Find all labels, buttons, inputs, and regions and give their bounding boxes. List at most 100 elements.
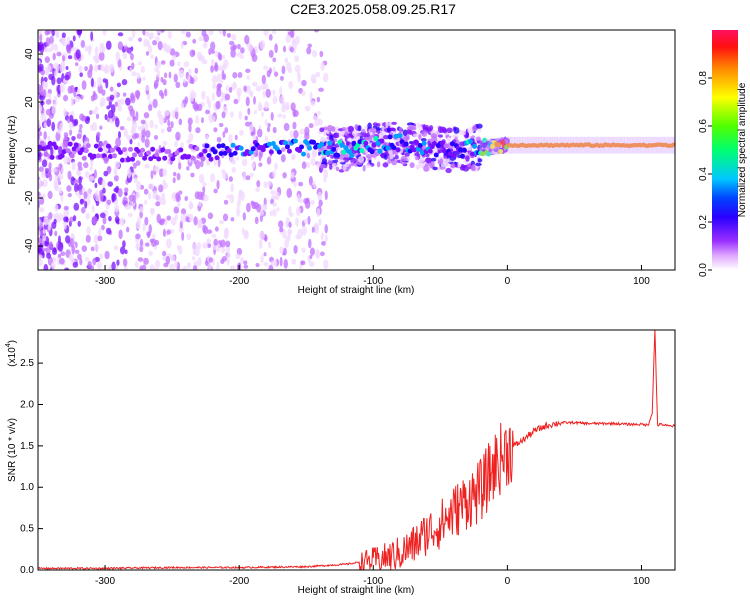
spectrogram-noise-cell	[142, 30, 146, 36]
spectrogram-noise-cell	[259, 210, 264, 216]
spectrogram-noise-cell	[450, 164, 455, 168]
spectrogram-noise-cell	[263, 252, 267, 257]
spectrogram-noise-cell	[152, 233, 156, 239]
spectrogram-ridge-cell	[268, 149, 274, 155]
spectrogram-noise-cell	[225, 240, 231, 248]
spectrogram-ridge-cell	[421, 140, 427, 146]
spectrogram-noise-cell	[117, 32, 124, 37]
spectrogram-noise-cell	[149, 238, 154, 243]
spectrogram-ridge-cell	[319, 142, 325, 148]
spectrogram-noise-cell	[445, 167, 452, 174]
spectrogram-noise-cell	[72, 215, 77, 222]
spectrogram-noise-cell	[46, 92, 52, 98]
spectrogram-noise-cell	[222, 131, 226, 138]
snr-y-ticks: 0.0 0.5 1.0 1.5 2.0 2.5	[20, 358, 43, 576]
spectrogram-noise-cell	[98, 227, 102, 237]
spectrogram-noise-cell	[102, 78, 107, 83]
colorbar-tick-label: 0.6	[698, 119, 709, 133]
spectrogram-ridge-cell	[449, 141, 455, 147]
spectrogram-ridge-cell	[391, 145, 397, 151]
spectrogram-noise-cell	[299, 128, 305, 135]
spectrogram-noise-cell	[101, 178, 106, 189]
spectrogram-noise-cell	[162, 179, 166, 186]
spectrogram-noise-cell	[385, 121, 389, 129]
spectrogram-noise-cell	[58, 173, 64, 180]
spectrogram-noise-cell	[83, 191, 88, 200]
spectrogram-noise-cell	[260, 111, 265, 117]
spectrogram-noise-cell	[391, 121, 397, 125]
spectrogram-noise-cell	[148, 192, 152, 200]
spectrogram-noise-cell	[158, 89, 164, 97]
spectrogram-ridge-cell	[282, 140, 288, 146]
spectrogram-noise-cell	[383, 134, 389, 140]
spectrogram-ridge-cell	[286, 148, 292, 154]
spectrogram-noise-cell	[38, 254, 43, 259]
spectrogram-noise-cell	[383, 154, 388, 160]
spectrogram-ridge-cell	[188, 143, 194, 149]
spectrogram-noise-cell	[176, 172, 181, 181]
spectrogram-noise-cell	[308, 123, 314, 129]
spectrogram-noise-cell	[61, 60, 66, 70]
spectrogram-noise-cell	[57, 180, 61, 186]
spectrogram-noise-cell	[188, 132, 194, 143]
spectrogram-ridge-cell	[97, 147, 103, 153]
spectrogram-noise-cell	[58, 235, 61, 245]
spectrogram-noise-cell	[144, 138, 150, 148]
spectrogram-noise-cell	[141, 124, 145, 131]
spectrogram-ridge-cell	[441, 148, 447, 154]
spectrogram-halo-cell	[479, 139, 483, 156]
spectrogram-noise-cell	[242, 212, 247, 221]
spectrogram-noise-cell	[67, 55, 73, 60]
spectrogram-noise-cell	[475, 123, 483, 129]
spectrogram-noise-cell	[56, 51, 62, 57]
spectrogram-halo-cell	[568, 136, 572, 154]
spectrogram-noise-cell	[95, 56, 100, 63]
spectrogram-ridge-cell	[482, 137, 488, 143]
spectrogram-halo-cell	[573, 136, 577, 154]
spectrogram-noise-cell	[125, 97, 131, 106]
spectrogram-noise-cell	[102, 67, 108, 73]
spectrogram-noise-cell	[199, 160, 204, 168]
spectrogram-halo-cell	[602, 136, 606, 154]
spectrogram-noise-cell	[272, 126, 277, 134]
spectrogram-noise-cell	[155, 259, 161, 268]
spectrogram-noise-cell	[123, 46, 129, 52]
spectrogram-noise-cell	[70, 96, 74, 107]
spectrogram-noise-cell	[279, 256, 283, 267]
spectrogram-noise-cell	[170, 121, 174, 129]
spectrogram-noise-cell	[320, 232, 324, 241]
spectrogram-noise-cell	[55, 62, 60, 73]
spectrogram-noise-cell	[196, 242, 202, 250]
spectrogram-noise-cell	[389, 127, 396, 132]
spectrogram-noise-cell	[67, 117, 71, 124]
spectrogram-noise-cell	[157, 40, 163, 51]
spectrogram-y-tick-label: 20	[24, 96, 35, 108]
spectrogram-noise-cell	[342, 165, 347, 172]
colorbar-tick-label: 0.2	[698, 215, 709, 229]
spectrogram-ridge-cell	[156, 156, 162, 162]
spectrogram-noise-cell	[198, 173, 205, 184]
spectrogram-noise-cell	[38, 230, 41, 237]
spectrogram-ridge-cell	[81, 155, 87, 161]
spectrogram-noise-cell	[169, 59, 175, 67]
spectrogram-halo-cell	[616, 136, 620, 154]
spectrogram-halo-cell	[581, 136, 585, 154]
spectrogram-noise-cell	[114, 101, 118, 107]
spectrogram-noise-cell	[408, 130, 414, 135]
spectrogram-noise-cell	[41, 159, 48, 168]
spectrogram-noise-cell	[67, 193, 72, 198]
spectrogram-noise-cell	[177, 155, 181, 164]
spectrogram-ridge-cell	[496, 142, 502, 148]
spectrogram-noise-cell	[319, 163, 327, 169]
spectrogram-noise-cell	[272, 89, 276, 96]
spectrogram-noise-cell	[181, 231, 185, 242]
spectrogram-noise-cell	[312, 78, 317, 84]
spectrogram-ridge-cell	[61, 149, 67, 155]
spectrogram-noise-cell	[90, 246, 95, 252]
spectrogram-noise-cell	[206, 161, 210, 167]
spectrogram-noise-cell	[69, 129, 73, 136]
spectrogram-noise-cell	[169, 263, 175, 270]
spectrogram-noise-cell	[64, 267, 70, 270]
spectrogram-noise-cell	[205, 109, 211, 115]
spectrogram-ridge-cell	[59, 153, 65, 159]
